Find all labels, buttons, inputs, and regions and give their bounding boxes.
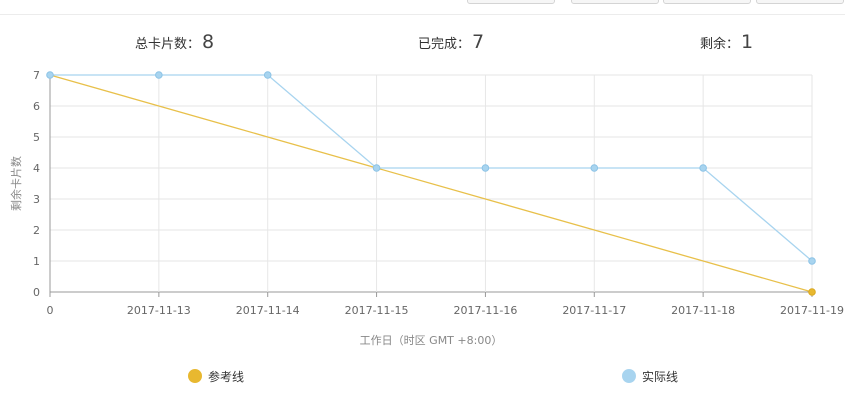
x-tick-label: 2017-11-13 [127, 304, 191, 317]
top-tab-4[interactable] [756, 0, 844, 4]
remaining-value: 1 [741, 31, 754, 53]
completed-value: 7 [472, 31, 485, 53]
remaining-stat: 剩余： 1 [700, 28, 753, 56]
data-point [808, 257, 816, 265]
y-tick-label: 4 [33, 162, 40, 175]
completed-stat: 已完成： 7 [418, 28, 484, 56]
top-tab-2[interactable] [571, 0, 659, 4]
data-point [699, 164, 707, 172]
x-axis-title: 工作日（时区 GMT +8:00） [360, 334, 503, 347]
y-tick-label: 1 [33, 255, 40, 268]
x-tick-label: 2017-11-14 [236, 304, 300, 317]
x-tick-label: 2017-11-17 [562, 304, 626, 317]
series-reference [49, 74, 816, 296]
y-tick-label: 3 [33, 193, 40, 206]
x-tick-label: 2017-11-19 [780, 304, 844, 317]
legend-item-reference[interactable]: 参考线 [188, 368, 244, 386]
top-tab-3[interactable] [663, 0, 751, 4]
legend-item-actual[interactable]: 实际线 [622, 368, 678, 386]
data-point [590, 164, 599, 172]
legend-reference-swatch [188, 369, 202, 383]
y-tick-label: 0 [33, 286, 40, 299]
series-line [50, 74, 813, 262]
data-point [372, 164, 381, 172]
x-tick-label: 2017-11-18 [671, 304, 735, 317]
data-point [263, 71, 272, 79]
burndown-chart: 0 1 2 3 4 5 6 7 0 2017-11-13 2017-11-14 2017-11-15 2… [9, 69, 844, 347]
total-cards-label: 总卡片数： [135, 37, 201, 52]
top-tab-bar [0, 0, 845, 15]
data-point [46, 71, 54, 79]
remaining-label: 剩余： [700, 37, 740, 52]
data-point [481, 164, 490, 172]
legend-actual-swatch [622, 369, 636, 383]
y-tick-label: 5 [33, 131, 40, 144]
y-axis-title: 剩余卡片数 [9, 156, 23, 211]
legend-actual-label: 实际线 [642, 370, 679, 384]
x-tick-label: 2017-11-16 [453, 304, 517, 317]
data-point [808, 288, 816, 296]
x-tick-label: 0 [47, 304, 54, 317]
y-tick-label: 2 [33, 224, 40, 237]
completed-label: 已完成： [418, 37, 471, 52]
total-cards-stat: 总卡片数： 8 [135, 28, 214, 56]
series-line [49, 74, 813, 293]
series-actual [46, 71, 816, 265]
top-tab-1[interactable] [467, 0, 555, 4]
x-tick-label: 2017-11-15 [345, 304, 409, 317]
data-point [155, 71, 163, 79]
y-tick-label: 7 [33, 69, 40, 82]
legend-reference-label: 参考线 [208, 370, 245, 384]
y-tick-label: 6 [33, 100, 40, 113]
total-cards-value: 8 [202, 31, 215, 53]
